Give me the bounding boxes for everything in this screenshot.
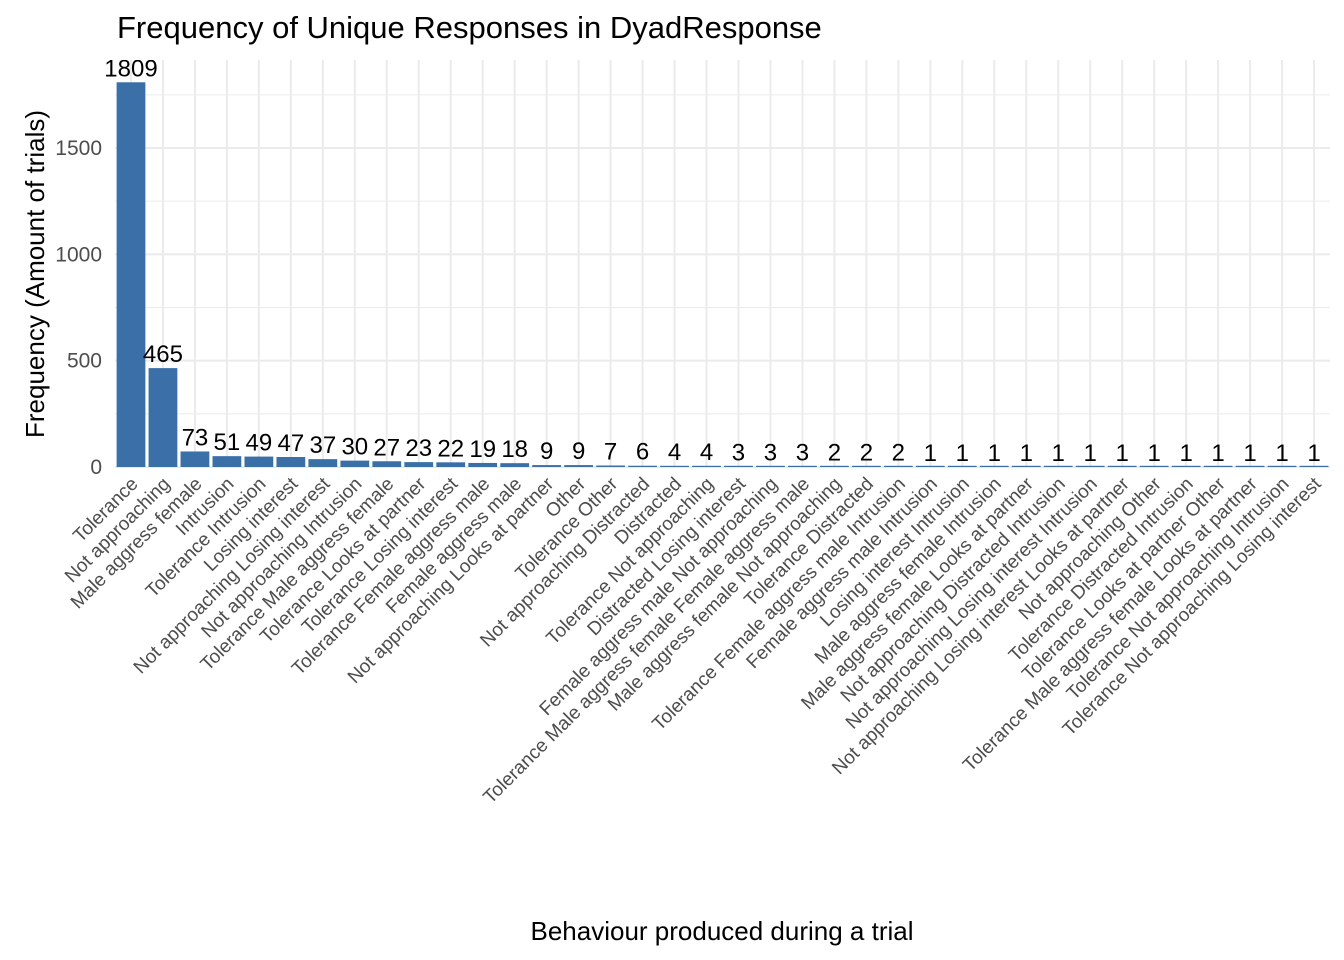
data-label: 22	[437, 435, 464, 462]
bar	[1203, 465, 1233, 467]
bar	[1011, 465, 1041, 467]
data-label: 1	[924, 440, 937, 467]
data-label: 3	[732, 439, 745, 466]
bars	[116, 82, 1329, 467]
data-label: 1	[1020, 440, 1033, 467]
data-label: 3	[796, 439, 809, 466]
data-label: 3	[764, 439, 777, 466]
bar	[1267, 465, 1297, 467]
data-label: 1	[1084, 440, 1097, 467]
bar	[628, 465, 657, 467]
data-label: 6	[636, 439, 649, 466]
data-label: 7	[604, 439, 617, 466]
data-label: 2	[892, 440, 905, 467]
data-label: 27	[373, 434, 400, 461]
data-label: 1	[1211, 440, 1224, 467]
bar	[148, 368, 178, 467]
bar	[500, 463, 530, 467]
bar	[1171, 465, 1201, 467]
data-label: 1	[1115, 440, 1128, 467]
bar	[883, 465, 913, 467]
bar	[979, 465, 1009, 467]
data-label: 1	[1307, 440, 1320, 467]
data-label: 2	[860, 440, 873, 467]
bar	[756, 465, 785, 467]
data-label: 1	[1275, 440, 1288, 467]
bar	[1075, 465, 1105, 467]
data-label: 51	[214, 429, 241, 456]
bar	[1235, 465, 1265, 467]
chart-title: Frequency of Unique Responses in DyadRes…	[117, 10, 822, 45]
bar	[660, 465, 689, 467]
bar	[788, 465, 817, 467]
bar	[596, 465, 625, 467]
data-label: 4	[700, 439, 713, 466]
bar	[1299, 465, 1329, 467]
data-label: 30	[341, 434, 368, 461]
bar	[820, 465, 849, 467]
y-tick-label: 500	[67, 350, 102, 373]
bar	[692, 465, 721, 467]
bar	[851, 465, 881, 467]
data-label: 23	[405, 435, 432, 462]
bar	[308, 459, 338, 467]
bar	[404, 462, 434, 467]
data-label: 1	[956, 440, 969, 467]
data-label: 47	[278, 430, 305, 457]
bar	[915, 465, 945, 467]
data-label: 9	[572, 438, 585, 465]
bar	[180, 451, 210, 467]
bar	[532, 465, 562, 467]
y-tick-label: 1000	[55, 243, 102, 266]
bar	[1107, 465, 1137, 467]
bar	[1043, 465, 1073, 467]
y-axis-title: Frequency (Amount of trials)	[20, 110, 50, 438]
bar	[724, 465, 753, 467]
data-label: 1809	[104, 55, 157, 82]
y-tick-label: 0	[90, 456, 102, 479]
bar	[372, 461, 402, 467]
data-label: 18	[501, 436, 528, 463]
data-label: 2	[828, 440, 841, 467]
data-label: 37	[309, 432, 336, 459]
data-label: 1	[1052, 440, 1065, 467]
data-label: 465	[143, 341, 183, 368]
data-label: 49	[246, 430, 273, 457]
bar	[116, 82, 146, 467]
x-axis-title: Behaviour produced during a trial	[530, 916, 913, 946]
data-label: 1	[1243, 440, 1256, 467]
y-tick-label: 1500	[55, 137, 102, 160]
bar	[244, 456, 274, 467]
bar	[468, 462, 498, 467]
bar	[1139, 465, 1169, 467]
bar	[340, 460, 370, 467]
bar	[564, 465, 594, 467]
data-label: 9	[540, 438, 553, 465]
data-label: 73	[182, 424, 209, 451]
y-axis-ticks: 0 500 1000 1500	[55, 137, 102, 479]
bar	[436, 462, 466, 467]
data-label: 1	[1147, 440, 1160, 467]
bar	[947, 465, 977, 467]
bar	[212, 456, 242, 467]
data-label: 4	[668, 439, 681, 466]
bar	[276, 457, 306, 467]
data-label: 1	[1179, 440, 1192, 467]
data-label: 1	[988, 440, 1001, 467]
data-label: 19	[469, 436, 496, 463]
